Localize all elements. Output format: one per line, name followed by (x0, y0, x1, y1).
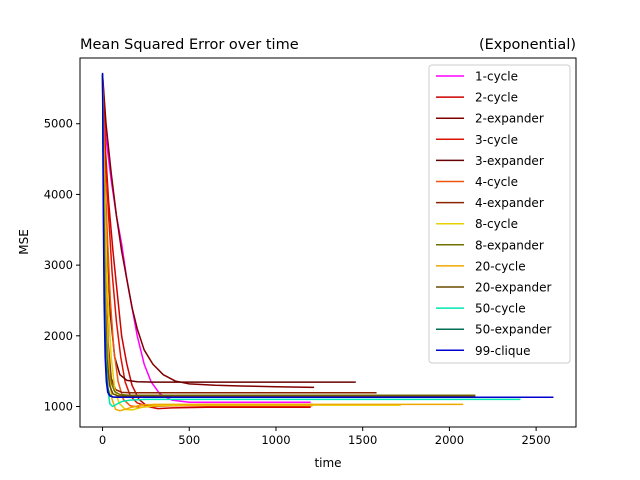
legend-label-2: 2-expander (475, 112, 544, 126)
series-line-13 (101, 72, 554, 399)
y-axis-label: MSE (17, 229, 31, 255)
x-tick-label-5: 2500 (521, 433, 550, 447)
legend-label-12: 50-expander (475, 323, 551, 337)
series-line-3 (101, 74, 313, 407)
x-tick-label-4: 2000 (435, 433, 464, 447)
chart-title: Mean Squared Error over time (80, 37, 299, 53)
legend-label-0: 1-cycle (475, 70, 518, 84)
legend: 1-cycle 2-cycle 2-expander 3-cycle 3-expande… (428, 64, 571, 364)
series-line-6 (101, 74, 377, 394)
y-tick-label-3: 4000 (44, 187, 73, 201)
legend-label-1: 2-cycle (475, 91, 518, 105)
legend-label-5: 4-cycle (475, 175, 518, 189)
legend-frame (428, 64, 571, 364)
series-line-4 (101, 74, 356, 383)
series-lines (101, 72, 554, 412)
x-axis-ticks: 0 500 1000 1500 2000 2500 (99, 427, 551, 447)
series-line-0 (101, 74, 311, 404)
plot-frame (79, 57, 577, 428)
legend-label-11: 50-cycle (475, 302, 526, 316)
legend-label-10: 20-expander (475, 281, 551, 295)
x-tick-label-2: 1000 (261, 433, 290, 447)
series-line-10 (101, 74, 476, 397)
series-line-7 (101, 74, 401, 411)
x-axis-label: time (314, 456, 341, 470)
legend-label-8: 8-expander (475, 238, 544, 252)
y-tick-label-2: 3000 (44, 258, 73, 272)
series-line-1 (101, 74, 311, 410)
series-line-2 (101, 74, 315, 389)
legend-label-13: 99-clique (475, 344, 530, 358)
y-tick-label-1: 2000 (44, 329, 73, 343)
legend-label-6: 4-expander (475, 196, 544, 210)
legend-label-9: 20-cycle (475, 259, 526, 273)
legend-label-4: 3-expander (475, 154, 544, 168)
legend-label-7: 8-cycle (475, 217, 518, 231)
series-line-5 (101, 74, 313, 408)
x-tick-label-0: 0 (99, 433, 106, 447)
legend-items: 1-cycle 2-cycle 2-expander 3-cycle 3-expande… (436, 70, 551, 358)
x-tick-label-1: 500 (178, 433, 200, 447)
y-tick-label-0: 1000 (44, 400, 73, 414)
legend-label-3: 3-cycle (475, 133, 518, 147)
series-line-8 (101, 74, 476, 396)
series-line-9 (101, 74, 464, 412)
chart-subtitle: (Exponential) (479, 37, 576, 53)
y-tick-label-4: 5000 (44, 117, 73, 131)
y-axis-ticks: 1000 2000 3000 4000 5000 (44, 117, 80, 414)
x-tick-label-3: 1500 (348, 433, 377, 447)
